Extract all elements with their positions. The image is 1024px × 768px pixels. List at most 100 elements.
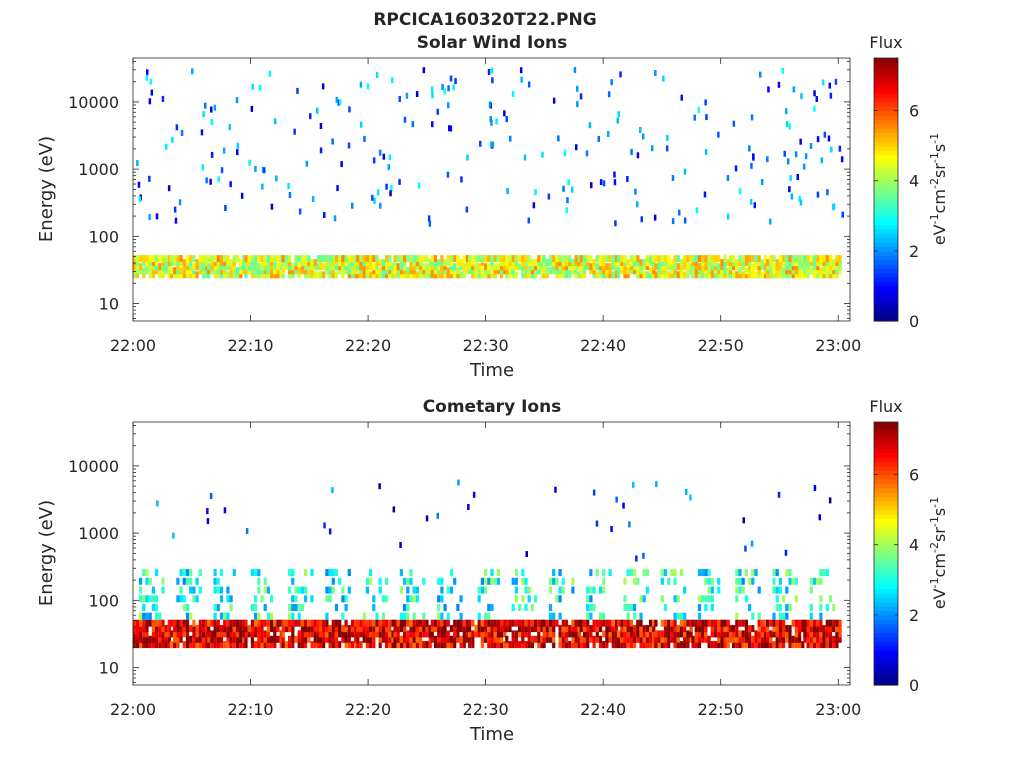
heatmap-cell (219, 586, 224, 594)
heatmap-cell (701, 625, 705, 633)
heatmap-cell (412, 635, 416, 643)
heatmap-cell (465, 630, 470, 638)
heatmap-cell (524, 604, 528, 611)
heatmap-cell (713, 271, 718, 279)
colorbar-tick-label: 0 (909, 312, 919, 331)
heatmap-cell (530, 641, 534, 649)
heatmap-cell (585, 150, 589, 157)
heatmap-cell (362, 625, 366, 633)
heatmap-cell (788, 630, 792, 638)
heatmap-cell (433, 625, 438, 633)
heatmap-cell (465, 263, 470, 271)
heatmap-cell (744, 635, 748, 643)
heatmap-cell (484, 263, 488, 271)
heatmap-cell (701, 255, 705, 263)
heatmap-cell (456, 271, 460, 279)
heatmap-cell (540, 641, 544, 649)
heatmap-cell (281, 271, 285, 279)
heatmap-cell (639, 127, 642, 133)
heatmap-cell (294, 255, 298, 263)
heatmap-cell (307, 635, 311, 643)
heatmap-cell (239, 263, 243, 271)
heatmap-cell (139, 255, 143, 263)
heatmap-cell (229, 625, 233, 633)
heatmap-cell (399, 635, 403, 643)
heatmap-cell (431, 121, 434, 128)
heatmap-cell (167, 255, 171, 263)
heatmap-cell (527, 81, 531, 88)
heatmap-cell (468, 635, 472, 643)
heatmap-cell (521, 630, 525, 638)
heatmap-cell (561, 619, 565, 627)
heatmap-cell (540, 625, 544, 633)
heatmap-cell (626, 641, 630, 649)
heatmap-cell (195, 577, 199, 585)
heatmap-cell (244, 263, 248, 271)
heatmap-cell (521, 255, 525, 263)
heatmap-cell (626, 604, 630, 611)
heatmap-cell (291, 271, 295, 279)
heatmap-cell (630, 149, 633, 155)
heatmap-cell (192, 263, 196, 271)
heatmap-cell (623, 595, 627, 603)
heatmap-cell (226, 641, 230, 649)
heatmap-cell (822, 635, 826, 643)
heatmap-cell (325, 635, 329, 643)
heatmap-cell (663, 635, 668, 643)
heatmap-cell (443, 259, 447, 267)
heatmap-cell (399, 542, 402, 548)
heatmap-cell (304, 271, 308, 279)
heatmap-cell (250, 263, 254, 271)
heatmap-cell (750, 162, 753, 169)
heatmap-cell (534, 189, 537, 196)
heatmap-cell (412, 263, 416, 271)
heatmap-cell (148, 641, 152, 649)
heatmap-cell (801, 625, 805, 633)
heatmap-cell (571, 635, 575, 643)
heatmap-cell (437, 271, 441, 279)
heatmap-cell (236, 142, 240, 149)
heatmap-cell (794, 595, 798, 603)
heatmap-cell (626, 176, 629, 182)
heatmap-cell (391, 619, 395, 627)
heatmap-cell (158, 612, 162, 620)
heatmap-cell (679, 619, 684, 627)
heatmap-cell (812, 641, 817, 649)
heatmap-cell (433, 255, 438, 263)
heatmap-cell (428, 220, 432, 227)
heatmap-cell (195, 625, 199, 633)
heatmap-cell (791, 271, 795, 279)
heatmap-cell (673, 259, 677, 267)
heatmap-cell (598, 271, 603, 279)
heatmap-cell (825, 255, 829, 263)
heatmap-cell (179, 271, 183, 279)
y-axis-label: Energy (eV) (36, 500, 57, 606)
heatmap-cell (161, 577, 165, 585)
heatmap-cell (514, 630, 518, 638)
heatmap-cell (496, 619, 500, 627)
heatmap-cell (201, 267, 206, 275)
heatmap-cell (514, 255, 518, 263)
heatmap-cell (548, 625, 553, 633)
heatmap-cell (548, 619, 553, 627)
heatmap-cell (542, 625, 546, 633)
heatmap-cell (437, 619, 441, 627)
heatmap-cell (415, 635, 419, 643)
heatmap-cell (176, 577, 180, 585)
heatmap-cell (812, 271, 817, 279)
heatmap-cell (254, 569, 258, 577)
heatmap-cell (207, 641, 211, 649)
heatmap-cell (835, 259, 839, 267)
heatmap-cell (490, 577, 494, 585)
heatmap-cell (751, 271, 755, 279)
heatmap-cell (830, 146, 833, 153)
heatmap-cell (568, 259, 572, 267)
heatmap-cell (216, 625, 220, 633)
heatmap-cell (189, 267, 193, 275)
heatmap-cell (508, 641, 512, 649)
heatmap-cell (794, 625, 798, 633)
heatmap-cell (192, 255, 196, 263)
heatmap-cell (385, 577, 389, 585)
heatmap-cell (453, 630, 457, 638)
heatmap-cell (406, 612, 410, 620)
